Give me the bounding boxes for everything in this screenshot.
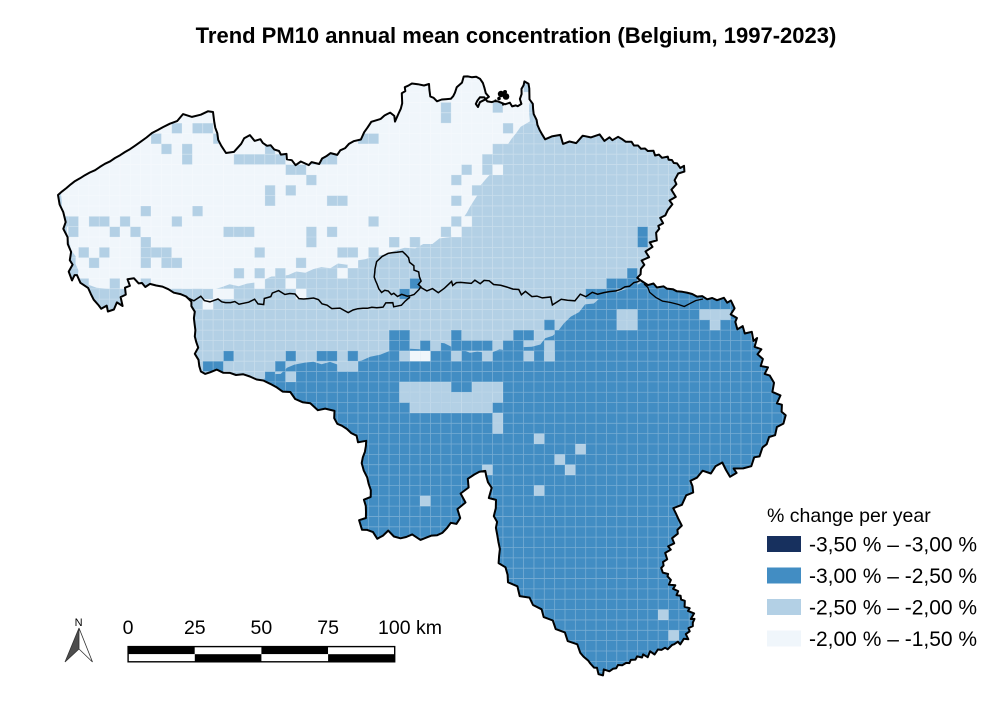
svg-text:50: 50	[251, 617, 273, 639]
svg-text:-3,50 % – -3,00 %: -3,50 % – -3,00 %	[809, 533, 977, 556]
svg-text:-3,00 % – -2,50 %: -3,00 % – -2,50 %	[809, 565, 977, 588]
svg-text:Trend PM10 annual mean concent: Trend PM10 annual mean concentration (Be…	[196, 23, 837, 48]
svg-text:0: 0	[123, 617, 134, 639]
svg-text:-2,50 % – -2,00 %: -2,50 % – -2,00 %	[809, 596, 977, 619]
svg-text:N: N	[75, 617, 83, 629]
svg-text:75: 75	[317, 617, 339, 639]
svg-text:100 km: 100 km	[378, 617, 442, 639]
svg-text:% change per year: % change per year	[767, 505, 931, 527]
svg-text:-2,00 % – -1,50 %: -2,00 % – -1,50 %	[809, 628, 977, 651]
svg-text:25: 25	[184, 617, 206, 639]
